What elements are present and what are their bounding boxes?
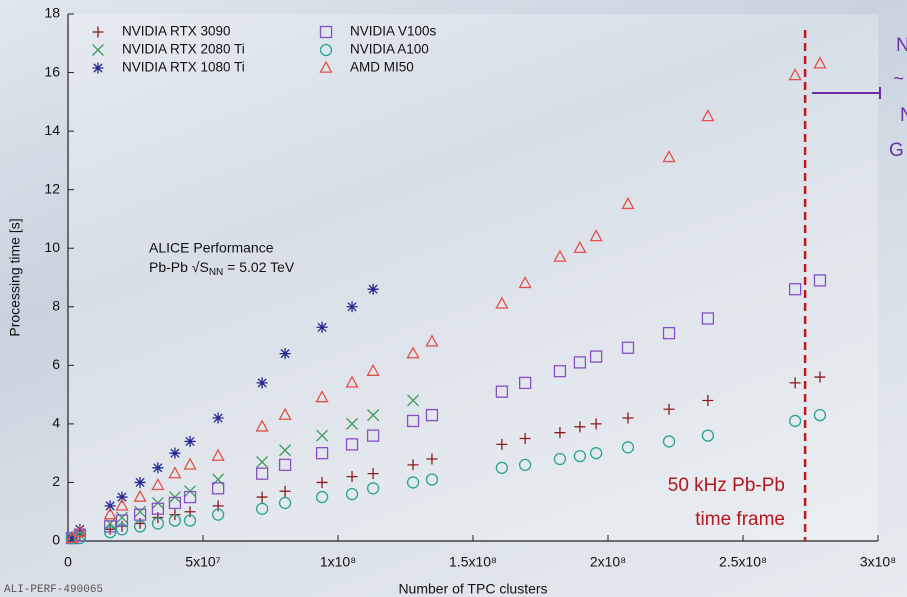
x-tick-label: 3x10⁸ [860,554,896,570]
point [257,377,268,388]
legend-marker [93,63,104,74]
point [152,462,163,473]
y-tick-label: 10 [44,239,60,255]
chart: Number of TPC clusters Processing time [… [0,0,907,597]
page: Number of TPC clusters Processing time [… [0,0,907,597]
y-tick-label: 18 [44,5,60,21]
timeframe-label: time frame [695,509,785,530]
annotation: ALICE Performance [149,240,274,256]
x-tick-label: 2.5x10⁸ [719,554,767,570]
side-text: N [900,105,907,126]
point [368,284,379,295]
y-tick-label: 0 [52,532,60,548]
y-tick-label: 8 [52,297,60,313]
point [169,448,180,459]
legend-label: NVIDIA RTX 1080 Ti [122,60,245,75]
point [280,348,291,359]
y-axis-label: Processing time [s] [7,218,23,336]
side-text: ~ [893,69,904,90]
annotation-text: = 5.02 TeV [223,259,295,275]
point [317,322,328,333]
annotation-subscript: NN [209,267,223,278]
legend-label: NVIDIA RTX 2080 Ti [122,42,245,57]
plot-area [68,14,878,541]
y-tick-label: 14 [44,122,60,138]
point [185,436,196,447]
point [135,477,146,488]
legend-label: AMD MI50 [350,60,414,75]
watermark: ALI-PERF-490065 [4,584,103,596]
y-tick-label: 16 [44,63,60,79]
side-text: N [896,35,907,56]
y-tick-label: 6 [52,356,60,372]
timeframe-label: 50 kHz Pb-Pb [668,475,785,496]
x-tick-label: 0 [64,554,72,570]
x-axis-label: Number of TPC clusters [398,581,547,597]
legend-label: NVIDIA V100s [350,24,437,39]
y-tick-label: 2 [52,473,60,489]
legend-label: NVIDIA RTX 3090 [122,24,231,39]
legend-label: NVIDIA A100 [350,42,429,57]
x-tick-label: 2x10⁸ [590,554,626,570]
y-tick-label: 4 [52,415,60,431]
y-tick-label: 12 [44,180,60,196]
annotation-text: Pb-Pb √S [149,259,209,275]
point [347,301,358,312]
x-tick-label: 5x10⁷ [185,554,220,570]
side-text: G [889,140,904,161]
point [213,413,224,424]
x-tick-label: 1.5x10⁸ [449,554,497,570]
x-tick-label: 1x10⁸ [320,554,356,570]
